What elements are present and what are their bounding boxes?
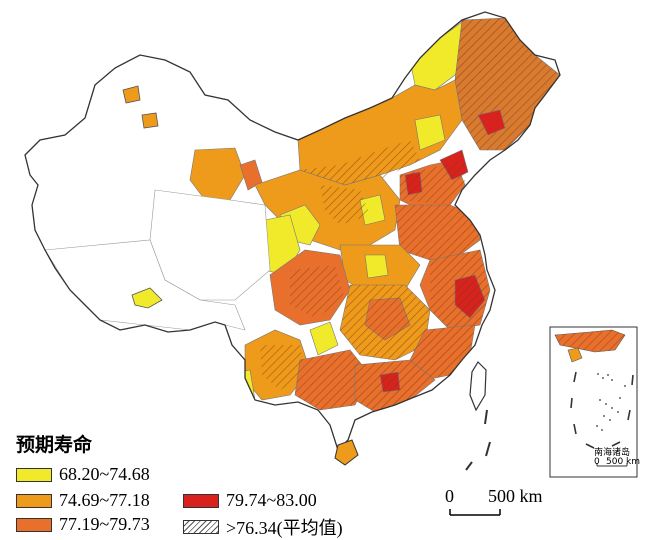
region-xinjiang-patch-2 (141, 112, 159, 129)
region-sichuan-hatch (290, 265, 345, 318)
nine-dash-line (465, 409, 491, 471)
region-guangxi-hatch (295, 350, 370, 410)
scale-bar (449, 509, 501, 516)
region-shandong-hatch (395, 205, 480, 260)
region-xinjiang-orange-2 (239, 159, 263, 191)
region-delta-hatch (430, 250, 490, 330)
region-guangdong-hatch (355, 360, 435, 412)
region-inner-mongolia-yellow (414, 114, 446, 151)
region-tibet-patch (131, 287, 163, 309)
south-china-sea-inset (549, 326, 638, 478)
region-henan-yellow (364, 254, 389, 279)
region-northeast-red (477, 109, 506, 136)
region-taiwan (469, 361, 487, 412)
province-regions (44, 17, 560, 413)
region-north-china-hatch (400, 160, 465, 205)
region-northeast-hatch (455, 18, 560, 150)
region-yunnan-hatch (260, 345, 305, 390)
region-gansu-hatch (320, 185, 370, 225)
region-hainan (334, 439, 359, 466)
region-inner-mongolia-hatch (300, 140, 420, 188)
region-xinjiang-patch-1 (122, 85, 141, 104)
region-central-hatch (340, 285, 430, 360)
region-sichuan-yellow-2 (309, 321, 339, 356)
